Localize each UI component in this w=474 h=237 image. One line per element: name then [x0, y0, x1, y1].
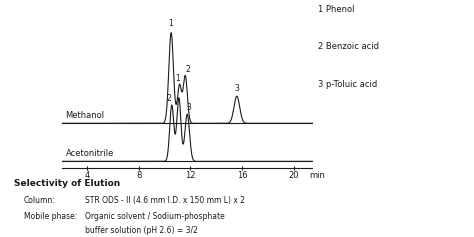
Text: 2 Benzoic acid: 2 Benzoic acid — [318, 42, 379, 51]
Text: 4: 4 — [85, 172, 90, 180]
Text: 1 Phenol: 1 Phenol — [318, 5, 354, 14]
Text: 16: 16 — [237, 172, 247, 180]
Text: Acetonitrile: Acetonitrile — [65, 149, 114, 158]
Text: STR ODS - II (4.6 mm I.D. x 150 mm L) x 2: STR ODS - II (4.6 mm I.D. x 150 mm L) x … — [85, 196, 246, 205]
Text: 2: 2 — [186, 65, 191, 74]
Text: min: min — [309, 172, 325, 180]
Text: buffer solution (pH 2.6) = 3/2: buffer solution (pH 2.6) = 3/2 — [85, 226, 198, 235]
Text: Organic solvent / Sodium-phosphate: Organic solvent / Sodium-phosphate — [85, 212, 225, 221]
Text: Column:: Column: — [24, 196, 55, 205]
Text: 3 p-Toluic acid: 3 p-Toluic acid — [318, 80, 377, 89]
Text: 8: 8 — [136, 172, 142, 180]
Text: 2: 2 — [166, 94, 171, 103]
Text: 12: 12 — [185, 172, 196, 180]
Text: Mobile phase:: Mobile phase: — [24, 212, 77, 221]
Text: Selectivity of Elution: Selectivity of Elution — [14, 179, 120, 188]
Text: Methanol: Methanol — [65, 111, 105, 120]
Text: 20: 20 — [288, 172, 299, 180]
Text: 1: 1 — [175, 74, 180, 83]
Text: 3: 3 — [187, 103, 191, 112]
Text: 1: 1 — [168, 19, 173, 28]
Text: 3: 3 — [234, 84, 239, 93]
